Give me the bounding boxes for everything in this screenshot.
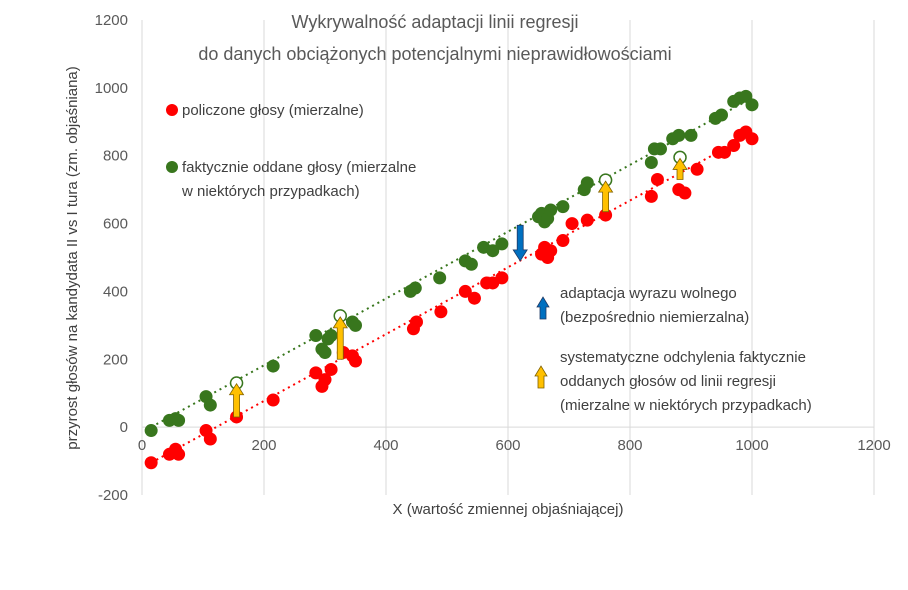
point-actual bbox=[318, 346, 332, 359]
point-counted bbox=[556, 234, 570, 248]
point-counted bbox=[544, 244, 558, 258]
x-tick-label: 1000 bbox=[735, 437, 768, 454]
point-actual bbox=[654, 142, 667, 156]
arrow-systematic bbox=[672, 157, 688, 180]
deviation-arrows bbox=[228, 157, 688, 418]
point-actual bbox=[580, 176, 594, 190]
point-counted bbox=[727, 139, 741, 153]
point-actual bbox=[172, 413, 186, 427]
point-counted bbox=[318, 373, 332, 387]
legend-label-intercept-line-1: adaptacja wyrazu wolnego bbox=[560, 285, 737, 302]
point-counted bbox=[324, 362, 338, 376]
point-actual bbox=[309, 329, 323, 343]
x-tick-label: 1200 bbox=[857, 437, 890, 454]
arrow-systematic bbox=[228, 382, 245, 418]
trendline-counted bbox=[150, 132, 753, 464]
point-counted bbox=[678, 186, 692, 200]
x-tick-label: 600 bbox=[495, 437, 520, 454]
point-actual bbox=[745, 98, 759, 112]
point-counted bbox=[580, 213, 594, 227]
legend-marker-intercept-arrow bbox=[536, 296, 550, 320]
point-counted bbox=[650, 172, 664, 186]
point-counted bbox=[467, 291, 481, 305]
legend: policzone głosy (mierzalne) faktycznie o… bbox=[166, 102, 812, 414]
legend-label-actual-line-1: faktycznie oddane głosy (mierzalne bbox=[182, 159, 416, 176]
point-actual bbox=[495, 237, 509, 251]
point-actual bbox=[203, 398, 217, 412]
point-actual bbox=[644, 156, 658, 169]
arrow-intercept bbox=[512, 224, 528, 262]
legend-marker-counted bbox=[166, 104, 178, 116]
point-counted bbox=[410, 315, 423, 329]
legend-label-counted: policzone głosy (mierzalne) bbox=[182, 102, 364, 119]
point-actual bbox=[266, 359, 280, 373]
point-counted bbox=[690, 162, 704, 176]
point-actual bbox=[556, 200, 570, 214]
y-tick-label: 800 bbox=[103, 148, 128, 165]
arrow-systematic bbox=[332, 316, 348, 360]
point-counted bbox=[144, 456, 158, 470]
x-tick-label: 400 bbox=[373, 437, 398, 454]
point-actual bbox=[464, 257, 478, 271]
point-counted bbox=[172, 447, 186, 461]
point-counted bbox=[745, 132, 759, 146]
point-actual bbox=[715, 108, 728, 122]
legend-marker-actual bbox=[166, 161, 178, 173]
y-axis-title: przyrost głosów na kandydata II vs I tur… bbox=[64, 66, 81, 450]
point-counted bbox=[644, 189, 658, 203]
point-counted bbox=[309, 366, 323, 380]
data-points bbox=[144, 89, 759, 470]
arrow-systematic bbox=[597, 180, 614, 213]
legend-label-intercept-line-2: (bezpośrednio niemierzalna) bbox=[560, 309, 749, 326]
y-tick-label: 1200 bbox=[95, 12, 128, 29]
point-counted bbox=[266, 393, 280, 407]
y-tick-label: 0 bbox=[120, 419, 128, 436]
y-tick-label: 400 bbox=[103, 283, 128, 300]
y-tick-label: 1000 bbox=[95, 80, 128, 97]
point-actual bbox=[684, 128, 698, 142]
point-actual bbox=[144, 424, 158, 438]
legend-label-actual-line-2: w niektórych przypadkach) bbox=[181, 183, 360, 200]
point-counted bbox=[349, 354, 362, 368]
x-axis-title: X (wartość zmiennej objaśniającej) bbox=[393, 501, 624, 518]
y-tick-label: 200 bbox=[103, 351, 128, 368]
grid-lines bbox=[141, 20, 875, 495]
point-counted bbox=[565, 217, 579, 231]
x-tick-label: 800 bbox=[617, 437, 642, 454]
point-actual bbox=[486, 244, 500, 258]
chart-title-line-2: do danych obciążonych potencjalnymi niep… bbox=[198, 44, 671, 64]
point-counted bbox=[434, 305, 448, 319]
y-tick-label: -200 bbox=[98, 487, 128, 504]
legend-label-systematic-line-3: (mierzalne w niektórych przypadkach) bbox=[560, 397, 812, 414]
point-counted bbox=[495, 271, 509, 285]
x-tick-label: 0 bbox=[138, 437, 146, 454]
point-actual bbox=[408, 281, 422, 295]
x-tick-label: 200 bbox=[251, 437, 276, 454]
point-actual bbox=[324, 329, 338, 343]
point-actual bbox=[544, 203, 558, 217]
point-actual bbox=[672, 128, 686, 142]
legend-label-systematic-line-1: systematyczne odchylenia faktycznie bbox=[560, 349, 806, 366]
point-actual bbox=[349, 318, 362, 332]
point-counted bbox=[458, 284, 472, 298]
point-actual bbox=[433, 271, 447, 285]
y-tick-label: 600 bbox=[103, 216, 128, 233]
chart-title-line-1: Wykrywalność adaptacji linii regresji bbox=[292, 12, 579, 32]
point-counted bbox=[718, 145, 732, 159]
point-counted bbox=[203, 432, 217, 446]
tick-labels: 0 200 400 600 800 1000 1200 -200 0 200 400 600 800 10… bbox=[95, 12, 891, 504]
legend-marker-systematic-arrow bbox=[534, 365, 548, 389]
legend-label-systematic-line-2: oddanych głosów od linii regresji bbox=[560, 373, 776, 390]
